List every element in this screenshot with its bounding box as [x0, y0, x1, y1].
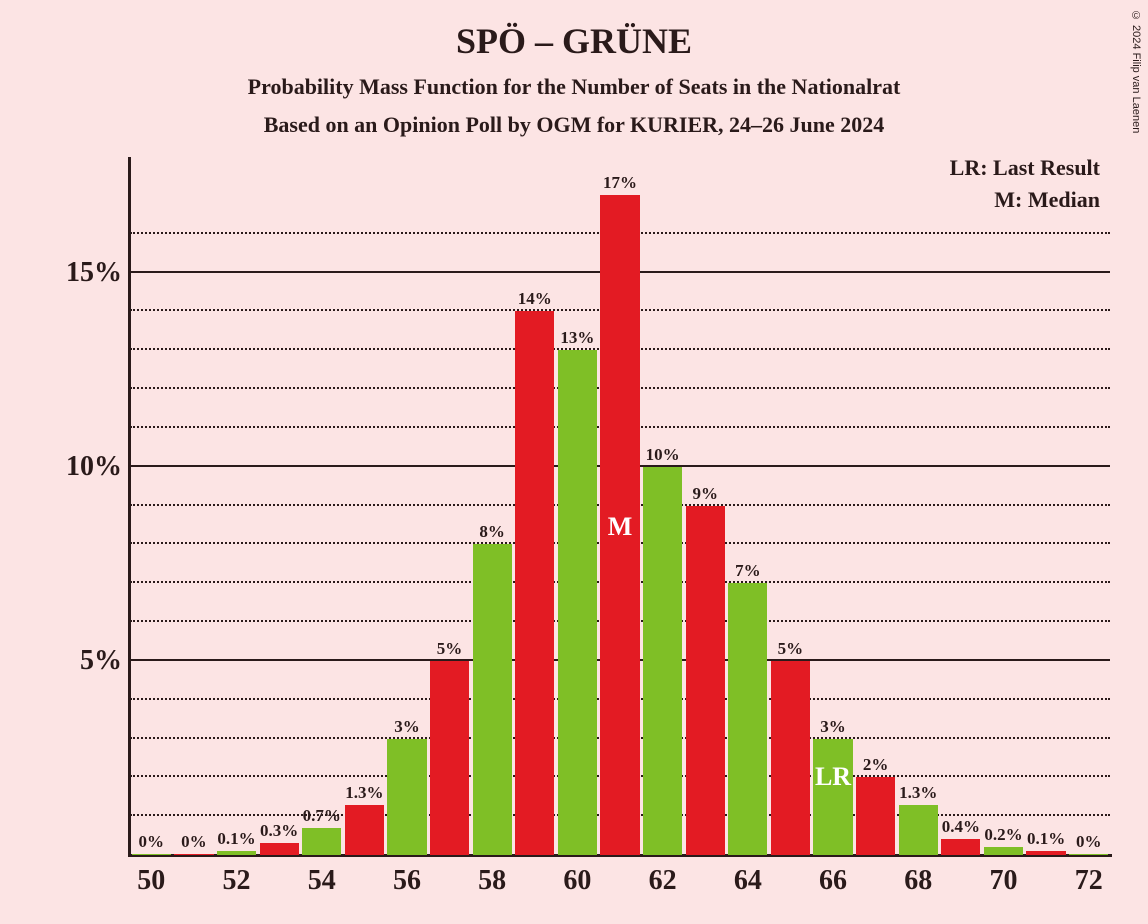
bar: 17%M	[600, 195, 639, 855]
bar-value-label: 14%	[518, 289, 552, 311]
bar: 0.3%	[260, 843, 299, 855]
bar: 10%	[643, 467, 682, 855]
chart-plot-area: 5%10%15%0%0%0.1%0.3%0.7%1.3%3%5%8%14%13%…	[130, 195, 1110, 855]
chart-subtitle-1: Probability Mass Function for the Number…	[0, 74, 1148, 100]
bar-value-label: 0.7%	[303, 806, 341, 828]
bar-value-label: 0.3%	[260, 821, 298, 843]
legend-last-result: LR: Last Result	[950, 155, 1100, 181]
bar-value-label: 0.1%	[1027, 829, 1065, 851]
bar-value-label: 5%	[778, 639, 804, 661]
bar: 2%	[856, 777, 895, 855]
bar-value-label: 0%	[139, 832, 165, 854]
chart-subtitle-2: Based on an Opinion Poll by OGM for KURI…	[0, 112, 1148, 138]
x-tick-label: 64	[734, 855, 762, 897]
bar-value-label: 1.3%	[899, 783, 937, 805]
bar-value-label: 2%	[863, 755, 889, 777]
copyright-text: © 2024 Filip van Laenen	[1130, 10, 1142, 133]
bar-value-label: 17%	[603, 173, 637, 195]
bar-value-label: 3%	[394, 717, 420, 739]
bar: 1.3%	[899, 805, 938, 855]
bar-value-label: 3%	[820, 717, 846, 739]
legend-median: M: Median	[950, 187, 1100, 213]
y-tick-label: 5%	[80, 645, 130, 677]
bar: 7%	[728, 583, 767, 855]
x-tick-label: 62	[649, 855, 677, 897]
bar: 0.1%	[1026, 851, 1065, 855]
bar: 0.4%	[941, 839, 980, 855]
bar: 1.3%	[345, 805, 384, 855]
x-tick-label: 66	[819, 855, 847, 897]
bar-value-label: 8%	[479, 522, 505, 544]
y-tick-label: 15%	[66, 257, 130, 289]
x-tick-label: 72	[1075, 855, 1103, 897]
bar: 8%	[473, 544, 512, 855]
bar-value-label: 0.2%	[984, 825, 1022, 847]
bar: 14%	[515, 311, 554, 855]
bar-value-label: 1.3%	[345, 783, 383, 805]
x-tick-label: 58	[478, 855, 506, 897]
median-marker: M	[608, 512, 633, 542]
bar-value-label: 0%	[1076, 832, 1102, 854]
bar-value-label: 5%	[437, 639, 463, 661]
bar-value-label: 0.1%	[217, 829, 255, 851]
bar: 9%	[686, 506, 725, 855]
bar: 13%	[558, 350, 597, 855]
last-result-marker: LR	[815, 762, 851, 792]
x-tick-label: 50	[137, 855, 165, 897]
bar: 5%	[771, 661, 810, 855]
x-tick-label: 60	[563, 855, 591, 897]
bar: 5%	[430, 661, 469, 855]
x-tick-label: 68	[904, 855, 932, 897]
x-tick-label: 52	[223, 855, 251, 897]
bar-value-label: 7%	[735, 561, 761, 583]
bar-value-label: 10%	[646, 445, 680, 467]
legend-box: LR: Last Result M: Median	[950, 155, 1100, 213]
bar: 0.7%	[302, 828, 341, 855]
x-tick-label: 70	[989, 855, 1017, 897]
bar-value-label: 13%	[560, 328, 594, 350]
bar-value-label: 9%	[692, 484, 718, 506]
bar-value-label: 0.4%	[942, 817, 980, 839]
chart-title: SPÖ – GRÜNE	[0, 20, 1148, 62]
y-tick-label: 10%	[66, 451, 130, 483]
bar: 3%LR	[813, 739, 852, 855]
x-tick-label: 54	[308, 855, 336, 897]
bar: 0%	[174, 854, 213, 855]
x-tick-label: 56	[393, 855, 421, 897]
bar: 0.2%	[984, 847, 1023, 855]
bar: 3%	[387, 739, 426, 855]
bar-value-label: 0%	[181, 832, 207, 854]
